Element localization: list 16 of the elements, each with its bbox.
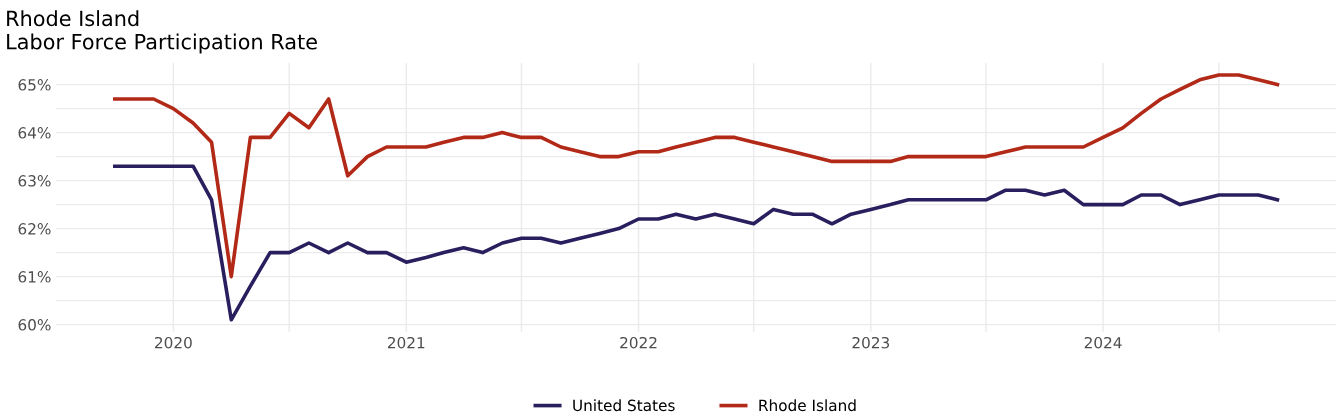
x-tick-label: 2022: [620, 336, 657, 349]
x-tick-label: 2020: [155, 336, 192, 349]
line-series: [113, 164, 1280, 322]
x-tick-label: 2024: [1084, 336, 1122, 349]
legend-label: Rhode Island: [759, 399, 856, 412]
y-tick-label: 65%: [18, 79, 51, 91]
y-tick-label: 63%: [18, 175, 51, 187]
y-tick-label: 62%: [18, 223, 51, 235]
x-tick-label: 2023: [852, 336, 890, 349]
y-tick-label: 61%: [18, 271, 51, 283]
chart-title: Rhode Island Labor Force Participation Rate: [7, 10, 317, 54]
y-tick-label: 60%: [18, 319, 51, 331]
y-tick-label: 64%: [18, 127, 51, 139]
legend-label: United States: [573, 399, 675, 412]
x-tick-label: 2021: [387, 336, 425, 349]
line-series: [113, 73, 1280, 279]
